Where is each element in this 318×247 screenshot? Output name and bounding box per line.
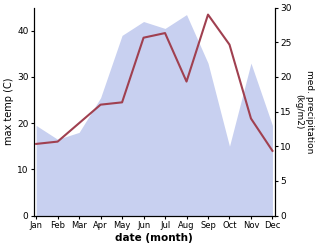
Y-axis label: med. precipitation
(kg/m2): med. precipitation (kg/m2) — [294, 70, 314, 153]
Y-axis label: max temp (C): max temp (C) — [4, 78, 14, 145]
X-axis label: date (month): date (month) — [115, 233, 193, 243]
